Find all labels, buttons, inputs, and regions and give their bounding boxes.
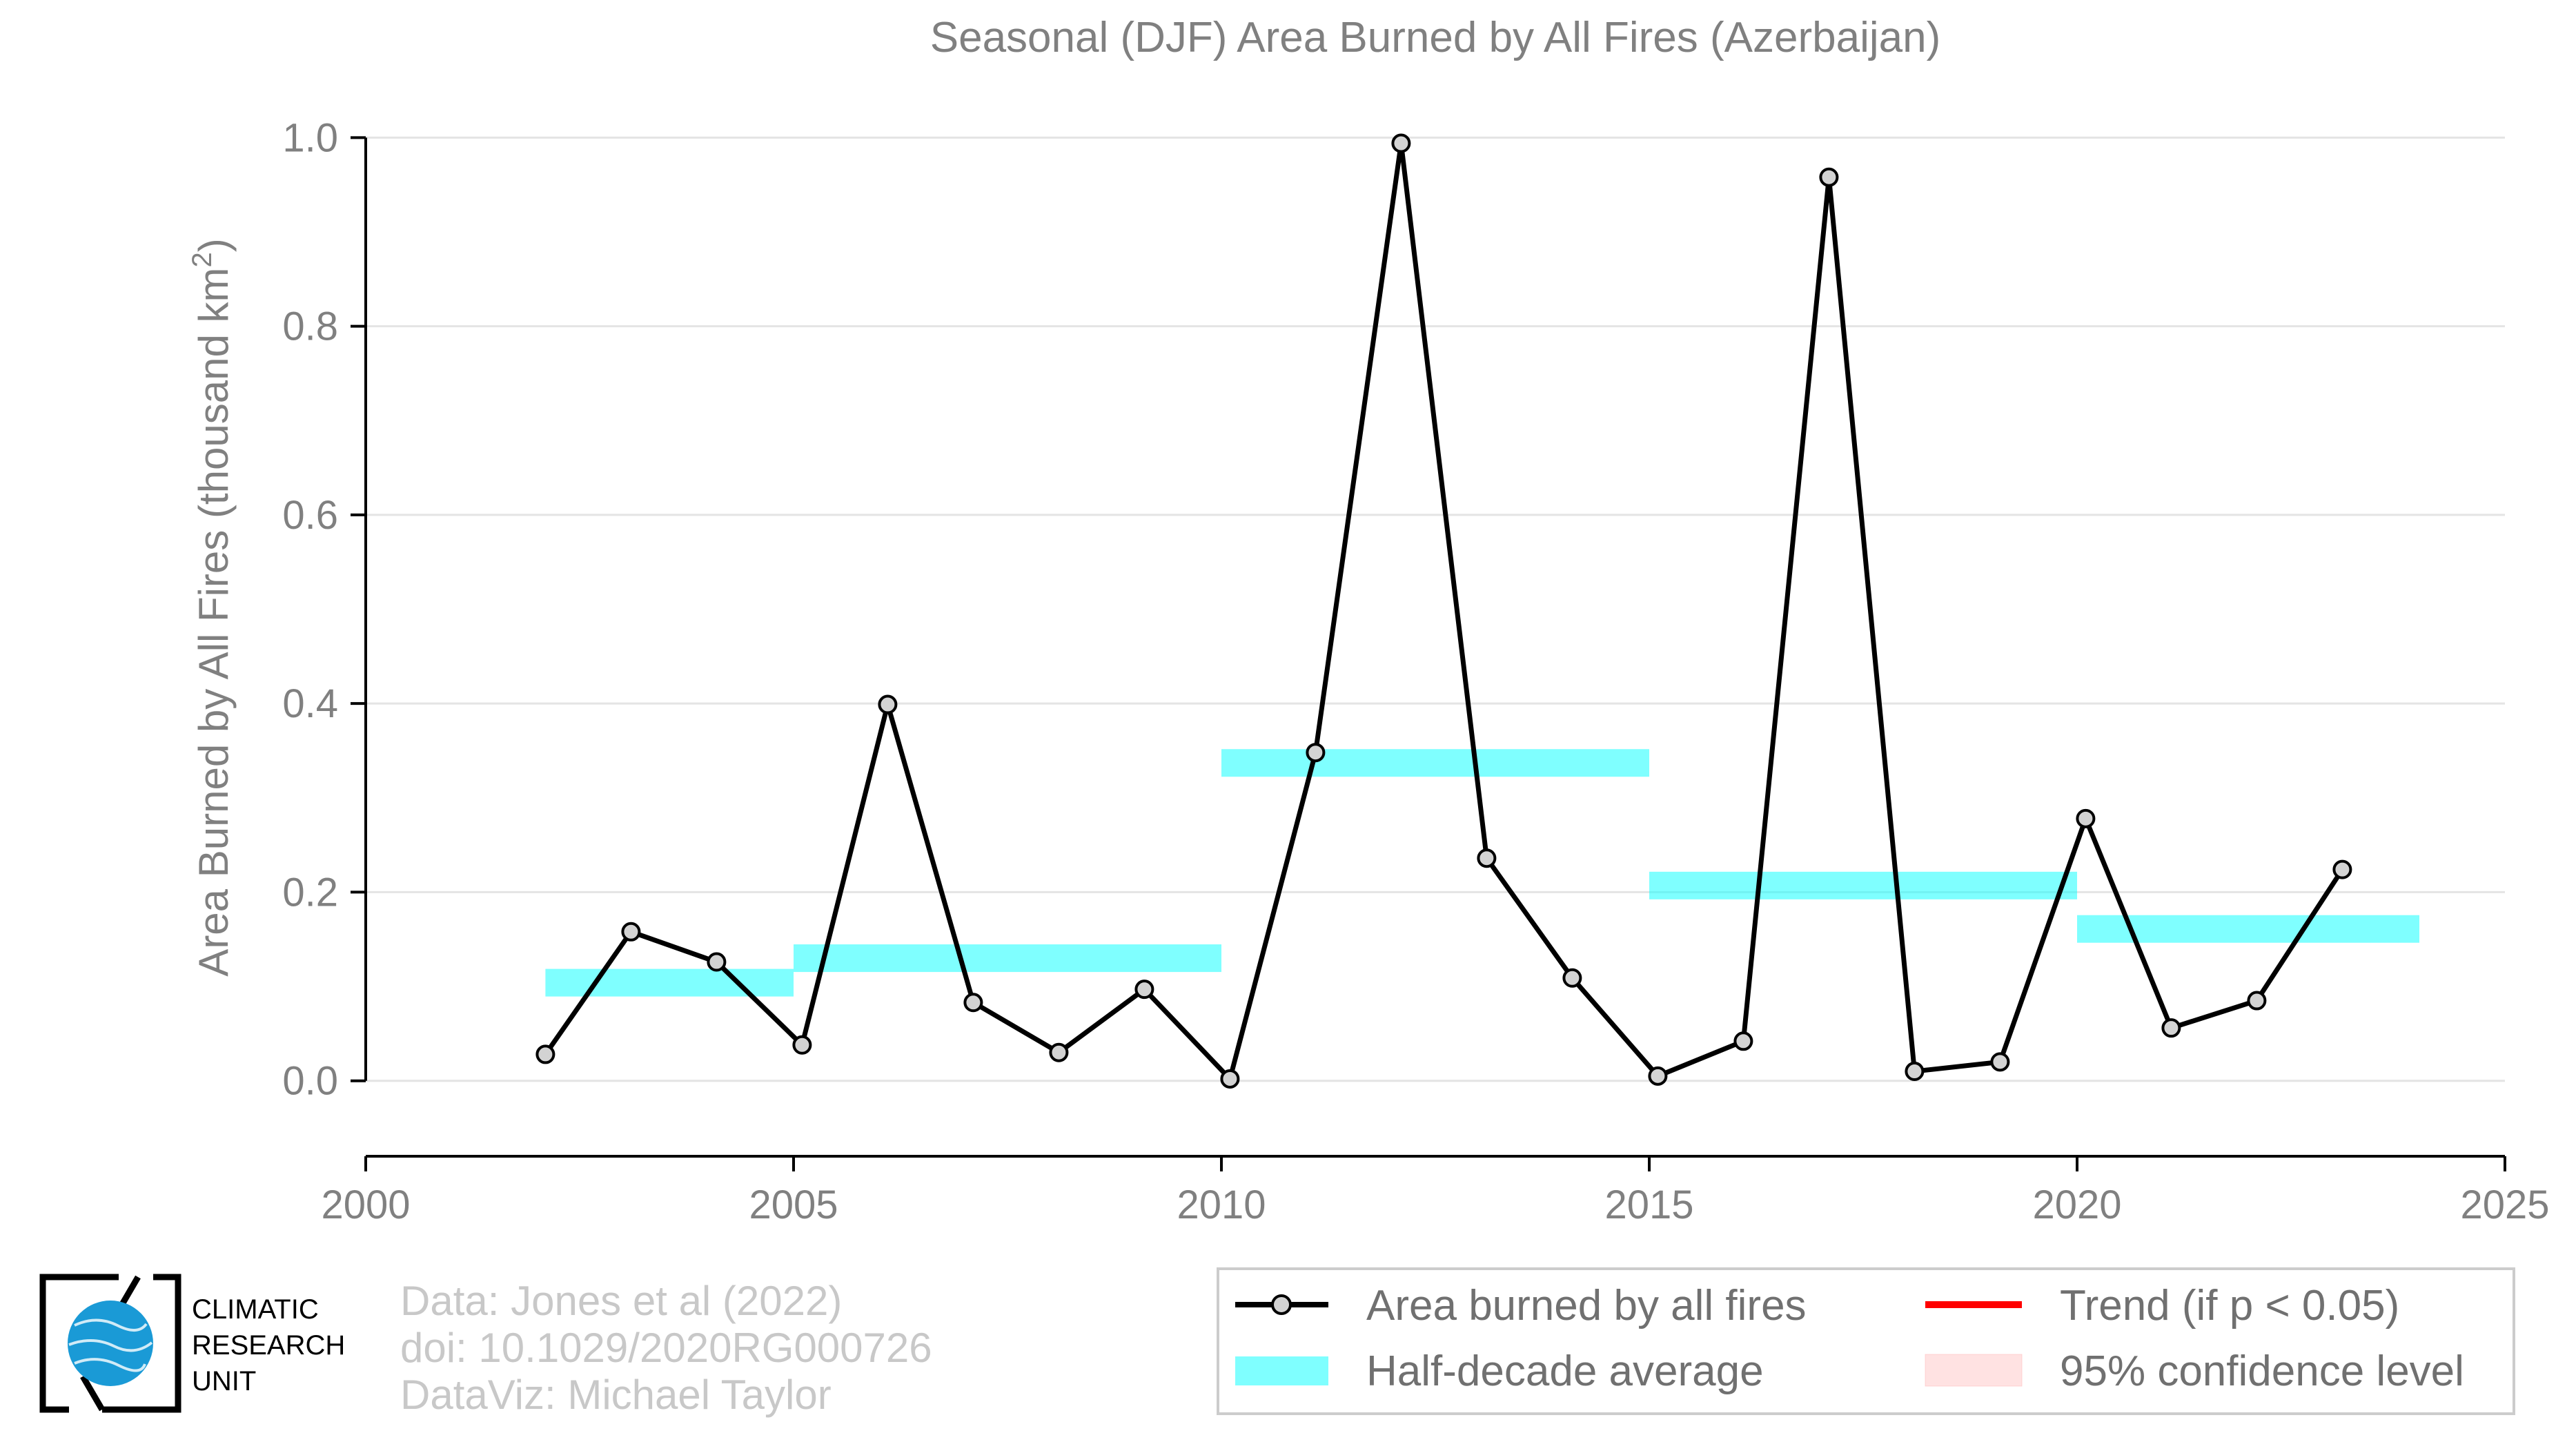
data-point-18 bbox=[2076, 808, 2096, 828]
gridlines bbox=[366, 136, 2505, 1082]
legend-label-half-decade: Half-decade average bbox=[1366, 1347, 1764, 1395]
data-point-11 bbox=[1477, 848, 1497, 868]
footer: Data: Jones et al (2022) doi: 10.1029/20… bbox=[400, 1278, 932, 1418]
legend-label-area-burned: Area burned by all fires bbox=[1366, 1282, 1807, 1330]
logo-bracket-right bbox=[102, 1274, 181, 1413]
footer-doi: doi: 10.1029/2020RG000726 bbox=[400, 1325, 932, 1371]
y-axis-ticks: 0.0 0.2 0.4 0.6 0.8 1.0 bbox=[282, 115, 367, 1104]
globe-contour-icon bbox=[68, 1318, 153, 1372]
legend-swatch-confidence bbox=[1925, 1354, 2023, 1387]
data-point-14 bbox=[1733, 1031, 1753, 1051]
y-axis-label-end: ) bbox=[190, 238, 237, 252]
data-point-13 bbox=[1648, 1066, 1668, 1086]
x-tick-label-0: 2000 bbox=[321, 1182, 410, 1227]
data-point-4 bbox=[878, 694, 898, 714]
x-tick-label-5: 2025 bbox=[2460, 1182, 2549, 1227]
chart-title: Seasonal (DJF) Area Burned by All Fires … bbox=[930, 14, 1941, 61]
half-decade-average-bands bbox=[545, 749, 2419, 997]
legend-label-confidence: 95% confidence level bbox=[2060, 1347, 2464, 1395]
series-line bbox=[543, 141, 2345, 1082]
y-tick-label-2: 0.4 bbox=[282, 681, 338, 726]
data-point-12 bbox=[1562, 968, 1582, 988]
data-point-20 bbox=[2247, 991, 2267, 1011]
data-point-17 bbox=[1990, 1052, 2010, 1072]
data-point-15 bbox=[1819, 167, 1839, 187]
half-decade-band-1 bbox=[794, 944, 1221, 973]
logo-text-line3: UNIT bbox=[192, 1366, 256, 1396]
x-axis: 2000 2005 2010 2015 2020 2025 bbox=[321, 1155, 2550, 1227]
legend: Area burned by all fires Trend (if p < 0… bbox=[1217, 1267, 2515, 1415]
legend-label-trend: Trend (if p < 0.05) bbox=[2060, 1282, 2399, 1330]
data-point-21 bbox=[2332, 859, 2352, 879]
data-point-2 bbox=[707, 952, 727, 972]
data-point-3 bbox=[792, 1035, 812, 1055]
y-axis-label-main: Area Burned by All Fires (thousand km bbox=[190, 268, 237, 977]
data-point-10 bbox=[1391, 133, 1411, 153]
x-tick-label-2: 2010 bbox=[1177, 1182, 1266, 1227]
svg-text:Area Burned by All Fires (thou: Area Burned by All Fires (thousand km2) bbox=[187, 238, 237, 976]
half-decade-band-0 bbox=[545, 968, 794, 997]
data-point-6 bbox=[1049, 1042, 1069, 1062]
y-tick-label-3: 0.6 bbox=[282, 493, 338, 538]
half-decade-band-2 bbox=[1221, 749, 1649, 777]
y-axis-label: Area Burned by All Fires (thousand km2) bbox=[187, 238, 237, 976]
half-decade-band-3 bbox=[1649, 871, 2077, 899]
series-area-burned bbox=[535, 133, 2352, 1089]
legend-frame bbox=[1217, 1267, 2515, 1415]
y-axis-label-sup: 2 bbox=[187, 252, 217, 267]
data-point-0 bbox=[535, 1044, 555, 1064]
logo-bracket-slash-bottom bbox=[80, 1374, 105, 1412]
x-tick-label-3: 2015 bbox=[1604, 1182, 1693, 1227]
logo-text-line2: RESEARCH bbox=[192, 1330, 345, 1361]
y-tick-label-5: 1.0 bbox=[282, 115, 338, 160]
y-tick-label-4: 0.8 bbox=[282, 304, 338, 349]
logo-text-line1: CLIMATIC bbox=[192, 1294, 319, 1325]
legend-swatch-marker bbox=[1271, 1294, 1292, 1315]
data-point-7 bbox=[1134, 980, 1154, 1000]
footer-dataviz: DataViz: Michael Taylor bbox=[400, 1372, 832, 1418]
data-point-8 bbox=[1220, 1069, 1240, 1089]
data-point-5 bbox=[963, 993, 983, 1013]
y-tick-label-1: 0.2 bbox=[282, 870, 338, 915]
data-point-9 bbox=[1306, 743, 1326, 763]
cru-logo: CLIMATIC RESEARCH UNIT bbox=[39, 1274, 345, 1413]
data-point-19 bbox=[2161, 1018, 2181, 1038]
data-point-1 bbox=[621, 922, 641, 942]
legend-swatch-half-decade bbox=[1235, 1356, 1328, 1385]
footer-data-source: Data: Jones et al (2022) bbox=[400, 1278, 842, 1324]
data-point-16 bbox=[1905, 1062, 1925, 1082]
x-tick-label-4: 2020 bbox=[2032, 1182, 2121, 1227]
x-tick-label-1: 2005 bbox=[749, 1182, 838, 1227]
y-tick-label-0: 0.0 bbox=[282, 1059, 338, 1104]
logo-bracket-left bbox=[39, 1274, 119, 1413]
